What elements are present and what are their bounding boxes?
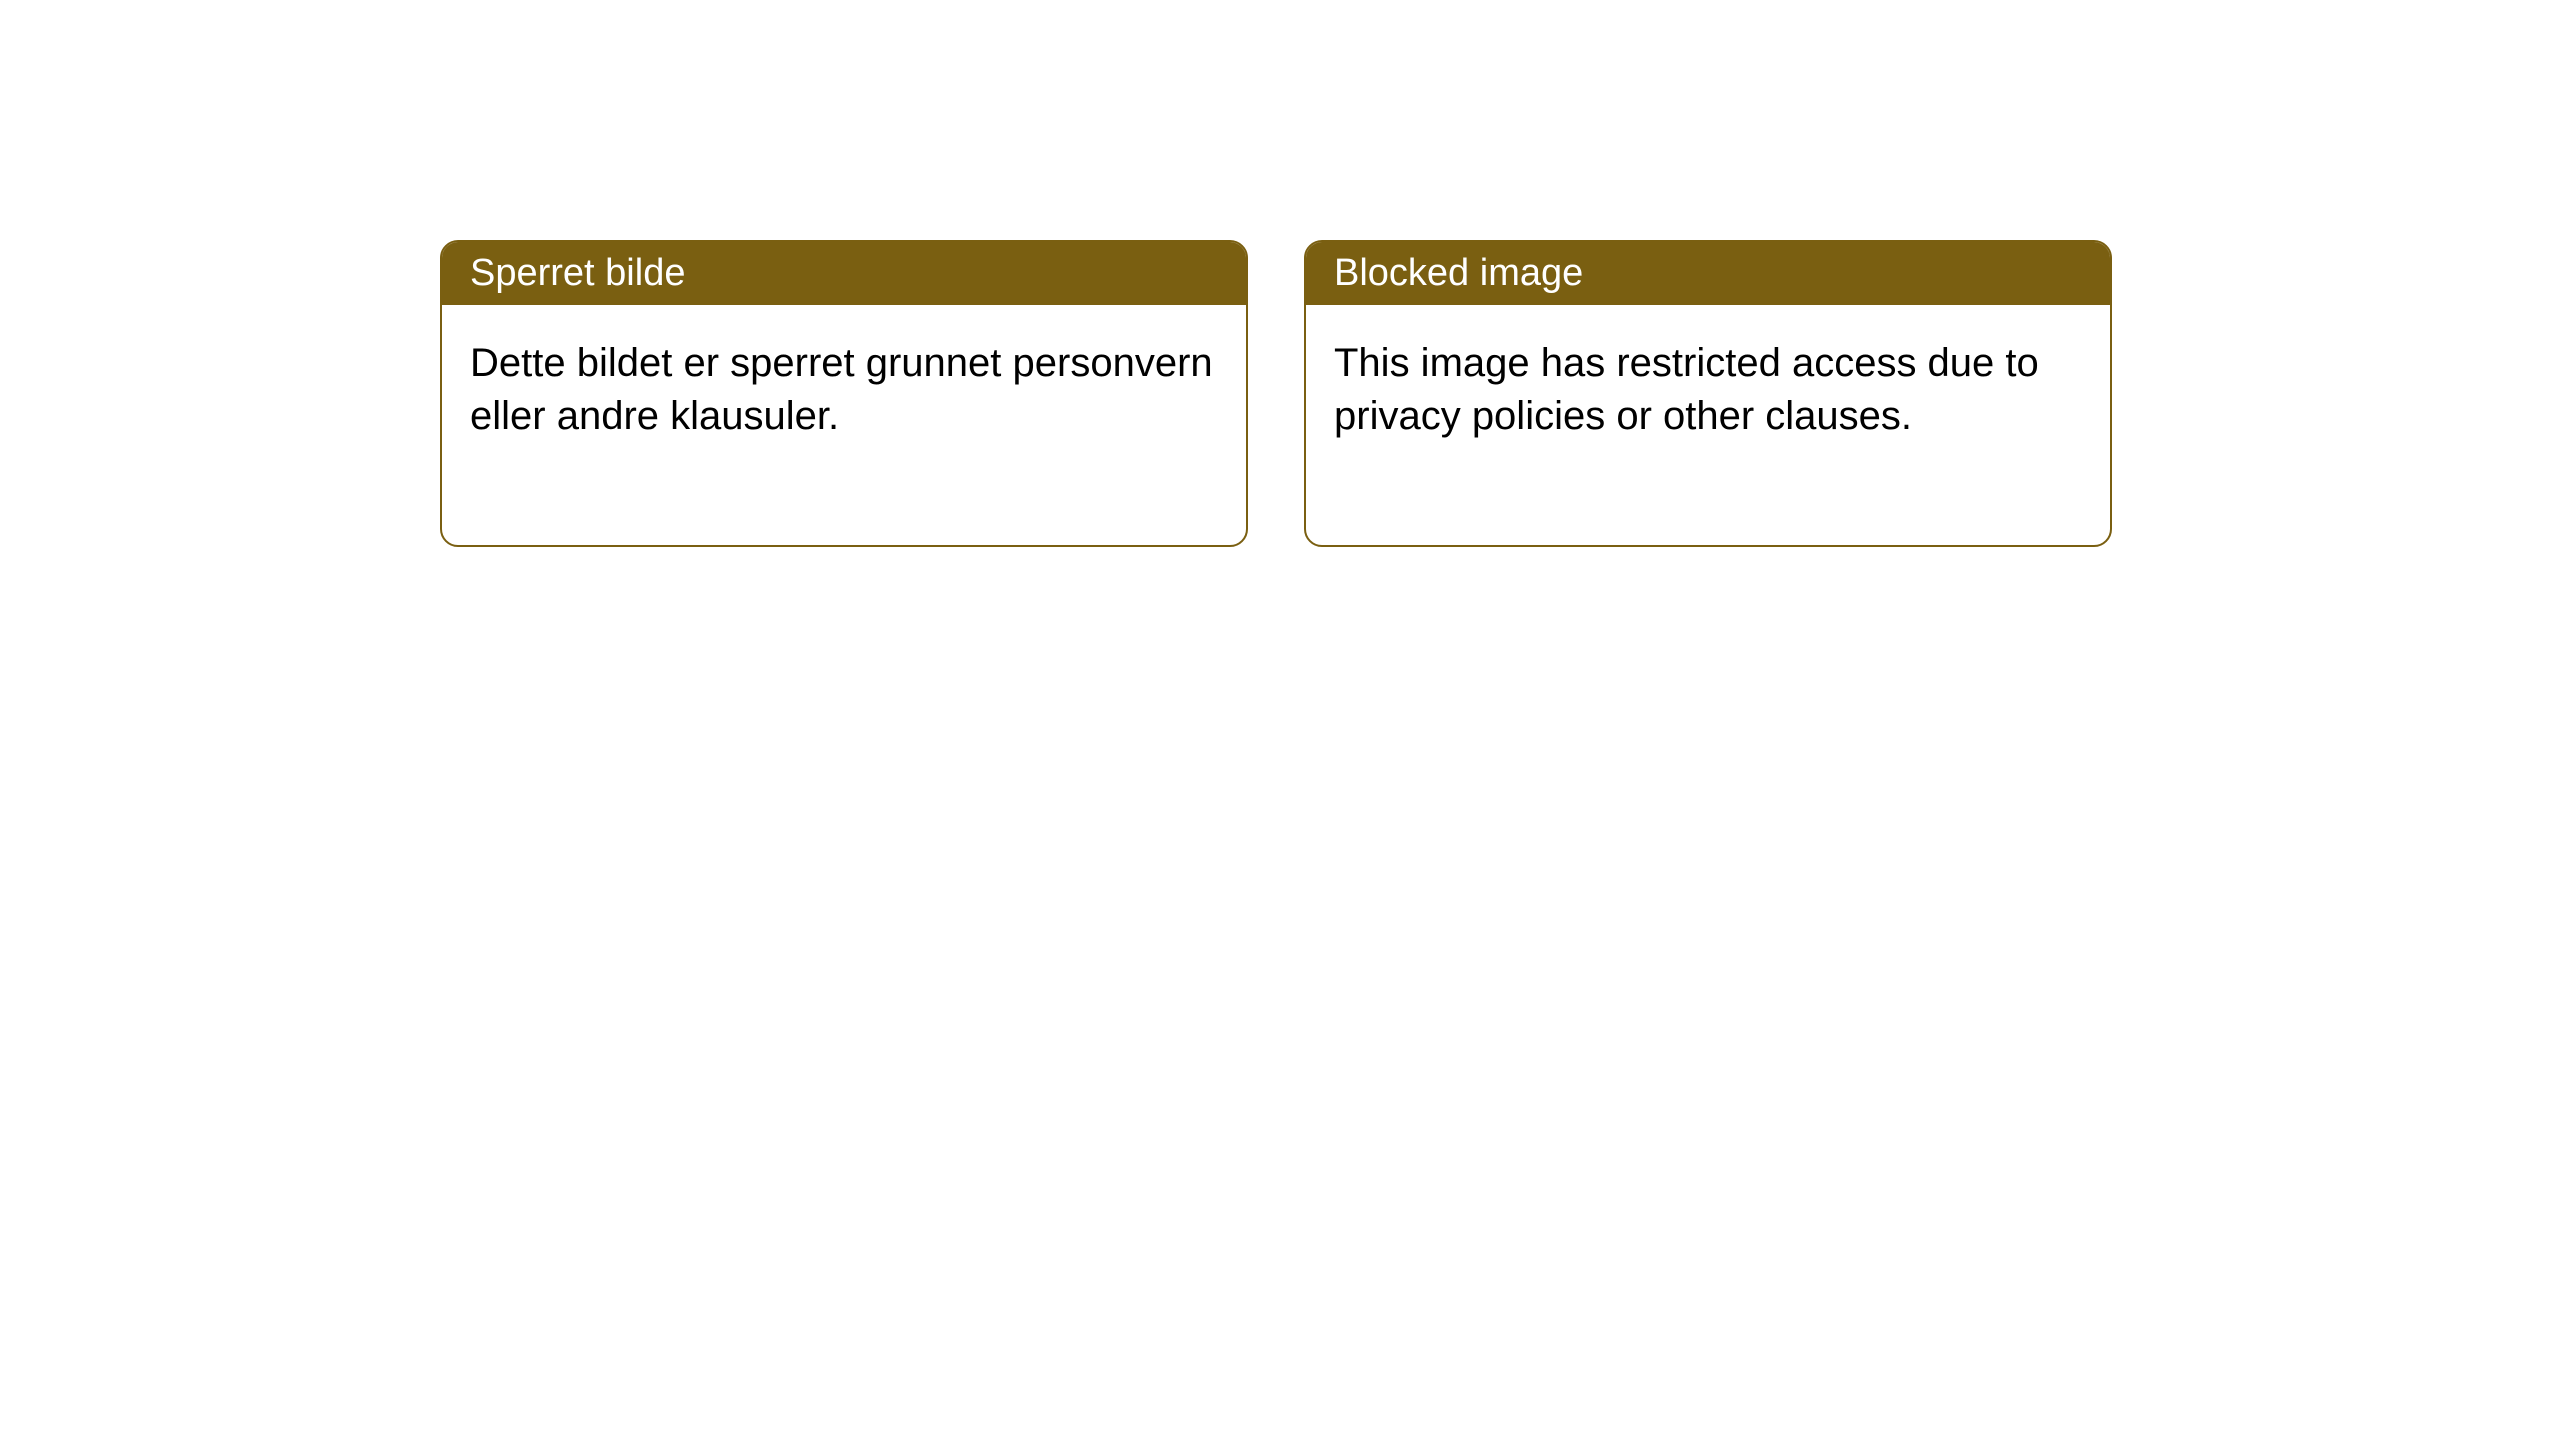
notice-card-english: Blocked image This image has restricted … xyxy=(1304,240,2112,547)
notice-card-title: Blocked image xyxy=(1334,252,1583,294)
notice-card-body: This image has restricted access due to … xyxy=(1306,305,2110,545)
notice-card-message: Dette bildet er sperret grunnet personve… xyxy=(470,341,1213,438)
notice-card-norwegian: Sperret bilde Dette bildet er sperret gr… xyxy=(440,240,1248,547)
notice-cards-container: Sperret bilde Dette bildet er sperret gr… xyxy=(440,240,2112,547)
notice-card-message: This image has restricted access due to … xyxy=(1334,341,2039,438)
notice-card-header: Blocked image xyxy=(1306,242,2110,305)
notice-card-body: Dette bildet er sperret grunnet personve… xyxy=(442,305,1246,545)
notice-card-header: Sperret bilde xyxy=(442,242,1246,305)
notice-card-title: Sperret bilde xyxy=(470,252,685,294)
